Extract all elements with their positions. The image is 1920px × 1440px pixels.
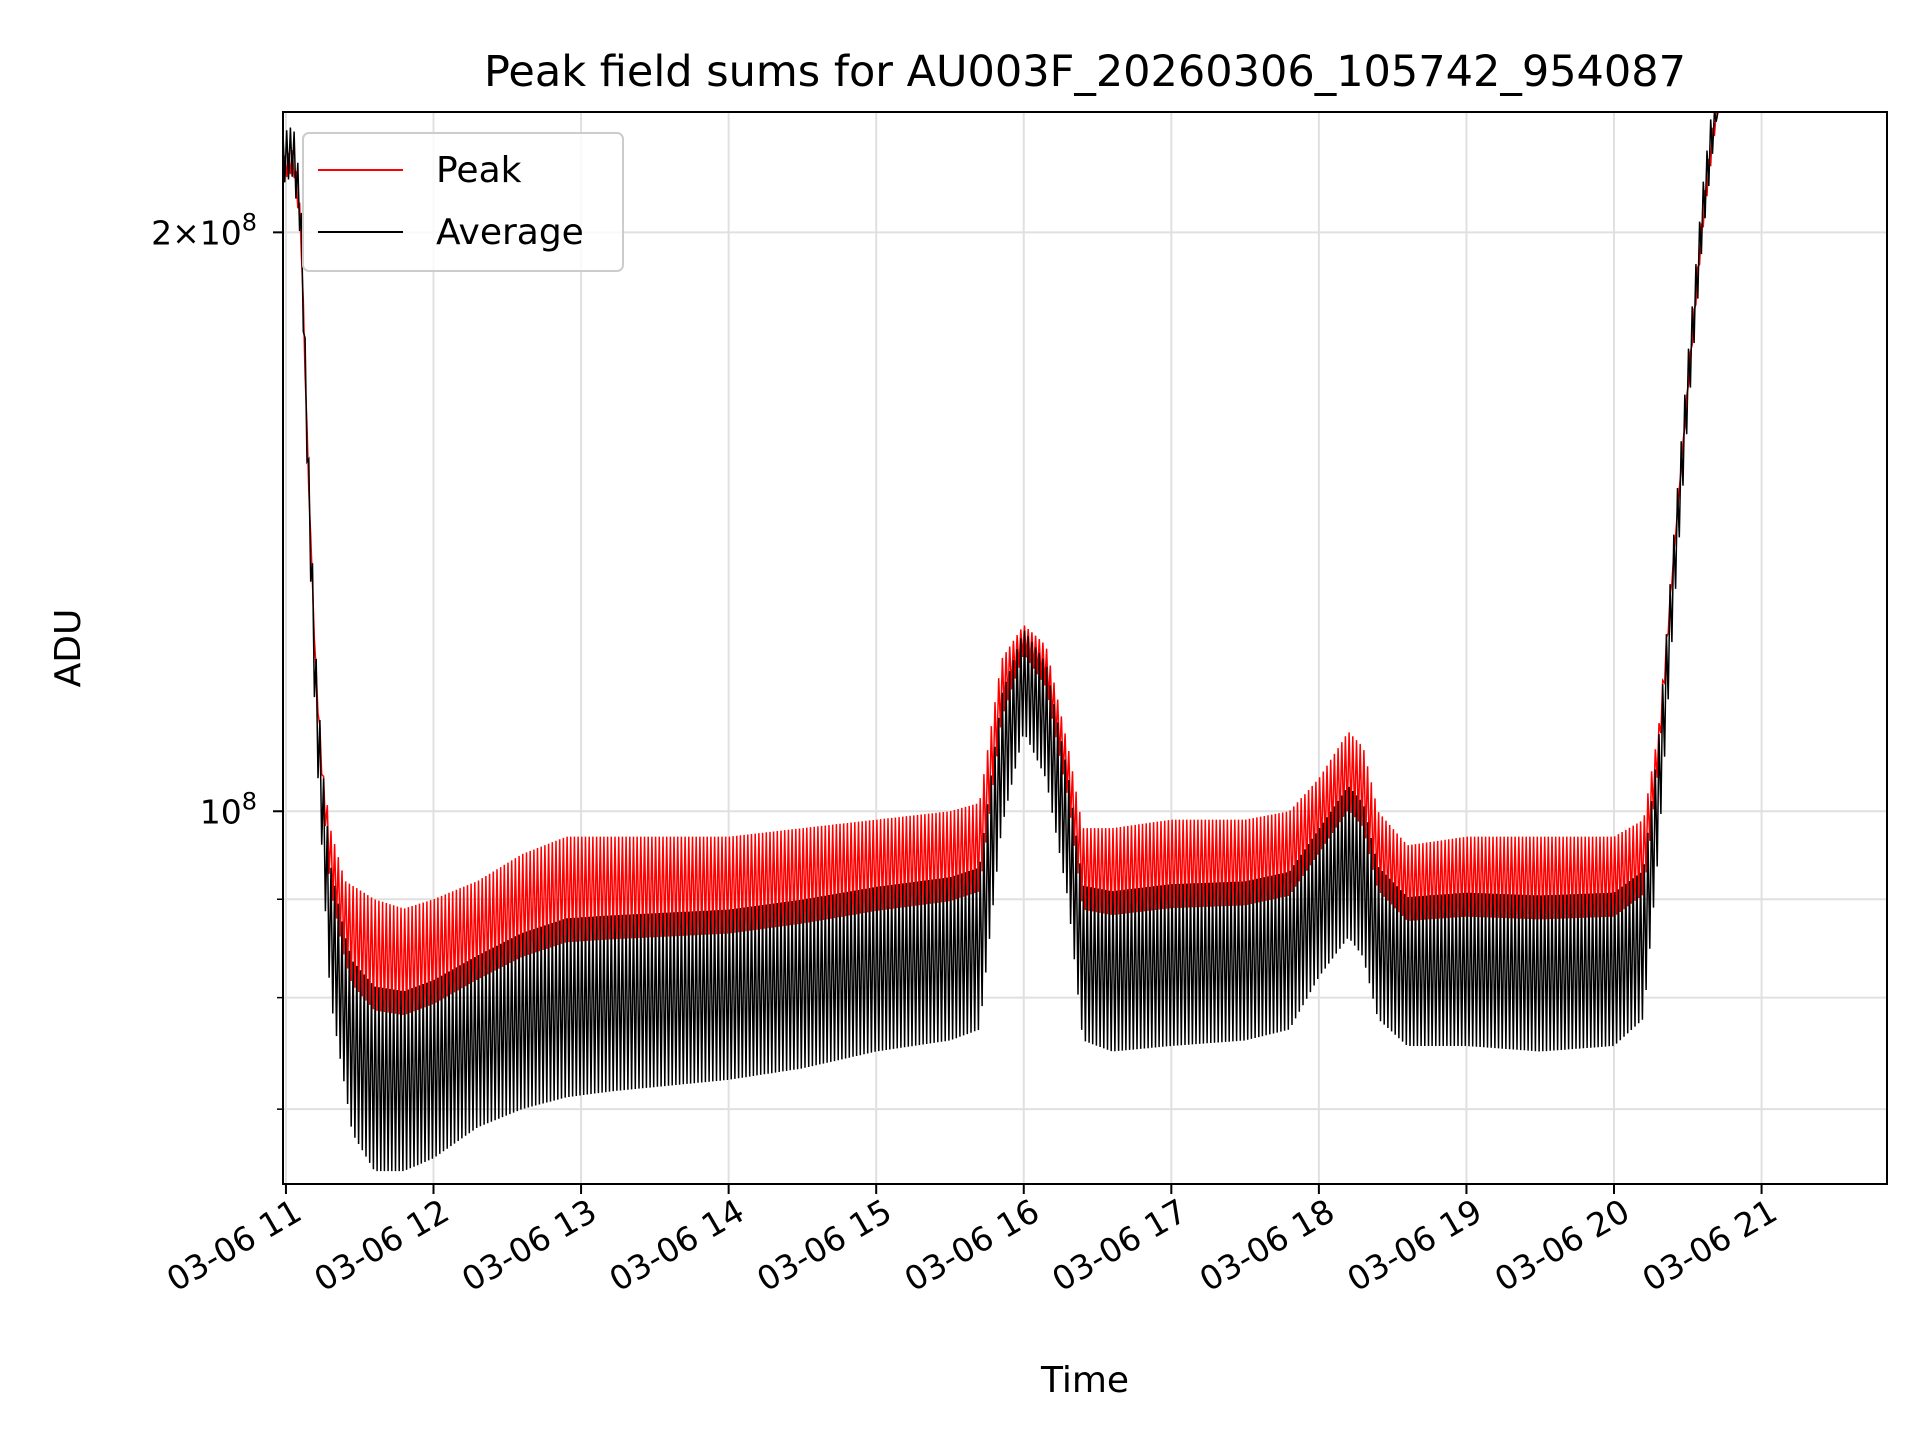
legend: Peak Average [302,132,624,272]
y-axis: 108 2×108 [151,208,283,1110]
y-tick-label: 2×108 [151,208,257,252]
x-axis-label: Time [1040,1360,1129,1401]
legend-label-average: Average [436,212,584,253]
chart-title: Peak field sums for AU003F_20260306_1057… [484,47,1686,97]
plot-frame [282,111,1888,1185]
legend-box [302,132,624,272]
y-tick-label: 108 [200,787,257,831]
series-line-average [283,112,1886,1172]
y-axis-label: ADU [48,609,89,688]
series-layer [283,112,1886,1172]
series-line-peak [283,112,1886,1016]
legend-label-peak: Peak [436,150,522,191]
